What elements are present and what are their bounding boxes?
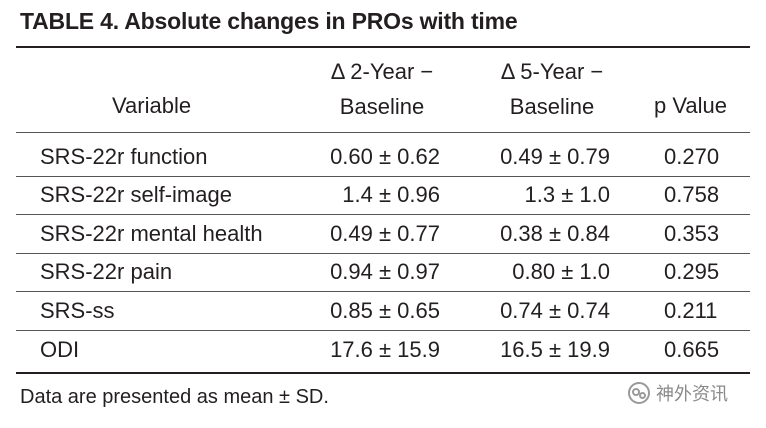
watermark-text: 神外资讯 <box>656 384 728 405</box>
row-p-value: 0.270 <box>664 144 720 169</box>
row-year5: 16.5 ± 19.9 <box>500 337 610 362</box>
wechat-icon <box>628 382 650 404</box>
row-year2: 0.49 ± 0.77 <box>330 221 440 246</box>
header-year5-line1: Δ 5-Year − <box>500 59 604 84</box>
row-year2: 0.60 ± 0.62 <box>330 144 440 169</box>
header-year5: Δ 5-Year − Baseline <box>496 54 608 124</box>
header-rule <box>16 132 750 133</box>
row-year2: 0.85 ± 0.65 <box>330 298 440 323</box>
row-p-value: 0.211 <box>664 298 718 323</box>
row-p-value: 0.665 <box>664 337 720 362</box>
row-p-value: 0.295 <box>664 259 720 284</box>
row-variable: SRS-22r mental health <box>40 221 263 246</box>
row-year5: 0.74 ± 0.74 <box>500 298 610 323</box>
row-year5: 0.38 ± 0.84 <box>500 221 610 246</box>
row-variable: SRS-22r function <box>40 144 208 169</box>
row-divider <box>16 214 750 215</box>
header-year2: Δ 2-Year − Baseline <box>326 54 438 124</box>
watermark: 神外资讯 <box>628 380 728 406</box>
header-year5-line2: Baseline <box>509 94 595 119</box>
bottom-rule <box>16 372 750 374</box>
row-p-value: 0.758 <box>664 182 720 207</box>
top-rule <box>16 46 750 48</box>
row-divider <box>16 291 750 292</box>
row-variable: SRS-22r pain <box>40 259 173 284</box>
row-variable: SRS-22r self-image <box>40 182 232 207</box>
row-divider <box>16 176 750 177</box>
row-year2: 1.4 ± 0.96 <box>342 182 440 207</box>
header-year2-line2: Baseline <box>339 94 425 119</box>
row-year2: 0.94 ± 0.97 <box>330 259 440 284</box>
row-variable: SRS-ss <box>40 298 115 323</box>
header-p-value: p Value <box>654 93 727 118</box>
row-year5: 0.49 ± 0.79 <box>500 144 610 169</box>
table-title: TABLE 4. Absolute changes in PROs with t… <box>20 8 518 34</box>
row-year2: 17.6 ± 15.9 <box>330 337 440 362</box>
header-year2-line1: Δ 2-Year − <box>330 59 434 84</box>
row-divider <box>16 330 750 331</box>
row-divider <box>16 253 750 254</box>
row-year5: 0.80 ± 1.0 <box>512 259 610 284</box>
row-year5: 1.3 ± 1.0 <box>524 182 610 207</box>
row-variable: ODI <box>40 337 80 362</box>
table-footnote: Data are presented as mean ± SD. <box>20 386 329 408</box>
header-variable: Variable <box>112 93 192 118</box>
row-p-value: 0.353 <box>664 221 720 246</box>
